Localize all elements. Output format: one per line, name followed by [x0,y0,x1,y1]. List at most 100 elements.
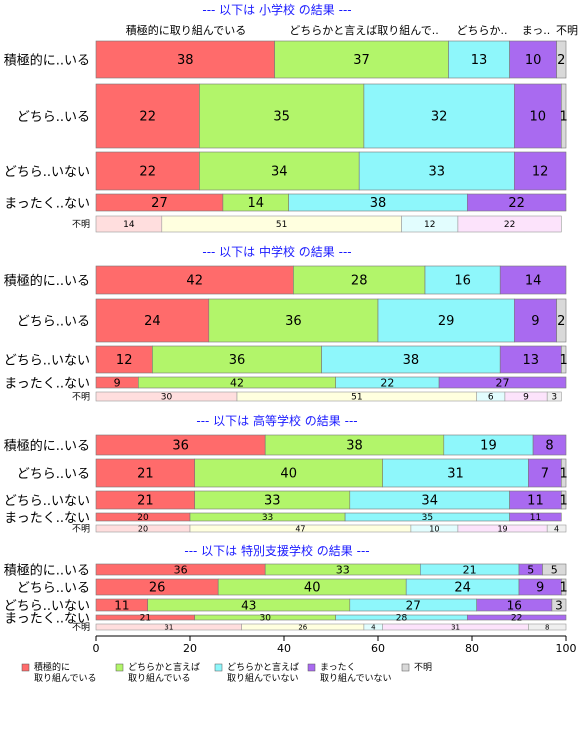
data-label: 32 [431,110,448,125]
data-label: 19 [480,439,497,454]
data-label: 2 [557,314,565,329]
bar-segment [466,193,567,212]
data-label: 22 [139,110,156,125]
bar-segment [448,40,510,79]
bar-segment [363,83,515,149]
row-label: 不明 [72,219,90,230]
row-label: 積極的に..いる [4,53,90,69]
data-label: 2 [557,53,565,68]
bar-segment [528,623,567,631]
data-label: 27 [151,196,168,211]
data-label: 12 [424,220,435,230]
bar-segment [466,614,567,621]
row-label: 積極的に..いる [4,438,90,454]
x-tick-label: 0 [93,642,100,655]
bar-segment [274,40,449,79]
data-label: 11 [530,513,541,523]
data-label: 27 [406,598,421,612]
x-tick-label: 20 [183,642,197,655]
column-header: どちらか.. [457,24,508,37]
bar-segment [377,298,515,343]
row-label: まったく..ない [4,612,90,627]
data-label: 11 [527,494,544,509]
data-label: 5 [527,563,534,576]
bar-segment [95,83,200,149]
row-label: 積極的に..いる [4,563,90,579]
data-label: 38 [370,196,387,211]
row-label: どちら..いる [17,315,90,330]
data-label: 51 [351,393,362,403]
legend-swatch [401,663,410,672]
data-label: 12 [116,353,133,368]
data-label: 35 [422,513,433,523]
data-label: 51 [276,220,287,230]
data-label: 13 [471,53,488,68]
x-tick-label: 100 [556,642,577,655]
bar-segment [358,151,515,191]
data-label: 28 [351,274,368,289]
data-label: 14 [525,274,542,289]
data-label: 38 [346,439,363,454]
legend-label: 取り組んでいる [128,672,191,684]
data-label: 33 [262,513,273,523]
row-label: どちら..いる [17,110,90,125]
row-label: まったく..ない [4,511,90,526]
data-label: 13 [522,353,539,368]
data-label: 10 [429,524,439,533]
row-label: どちら..いない [4,494,90,509]
data-label: 22 [139,165,156,180]
row-label: 不明 [72,524,90,535]
bar-segment [560,83,567,149]
data-label: 36 [229,353,246,368]
column-header: どちらかと言えば取り組んで.. [289,24,438,37]
bar-segment [560,345,567,374]
legend-label: 不明 [414,662,432,673]
row-label: 積極的に..いる [4,273,90,289]
legend-label: 積極的に [34,661,70,673]
data-label: 34 [271,165,288,180]
bar-segment [560,490,567,510]
data-label: 21 [137,494,154,509]
legend-swatch [115,663,124,672]
data-label: 21 [463,563,477,576]
bar-segment [457,215,562,233]
row-label: どちら..いる [17,467,90,482]
legend-label: 取り組んでいない [227,672,299,684]
bar-segment [532,434,567,456]
bar-segment [513,298,557,343]
row-label: どちら..いない [4,354,90,369]
row-label: どちら..いない [4,599,90,614]
data-label: 8 [545,624,549,632]
data-label: 24 [454,581,471,596]
data-label: 31 [451,624,460,632]
data-label: 21 [140,614,151,624]
bar-segment [546,524,567,533]
panel-title: --- 以下は 中学校 の結果 --- [202,244,351,259]
data-label: 21 [137,467,154,482]
data-label: 22 [511,614,522,624]
data-label: 38 [177,53,194,68]
data-label: 33 [264,494,281,509]
data-label: 9 [523,393,529,403]
data-label: 8 [545,439,553,454]
data-label: 20 [138,524,148,533]
data-label: 14 [248,196,265,211]
legend-label: どちらかと言えば [128,661,200,673]
data-label: 9 [531,314,539,329]
data-label: 4 [371,624,376,632]
data-label: 4 [554,524,559,533]
panel-title: --- 以下は 高等学校 の結果 --- [196,413,357,428]
row-label: 不明 [72,622,90,633]
data-label: 38 [403,353,420,368]
data-label: 27 [496,376,510,389]
x-tick-label: 40 [277,642,291,655]
bar-segment [542,563,567,576]
data-label: 26 [149,581,166,596]
data-label: 22 [380,376,394,389]
data-label: 20 [137,513,149,523]
bar-segment [499,265,567,295]
column-header: まっ.. [522,24,551,37]
legend-swatch [214,663,223,672]
bar-segment [95,265,294,295]
bar-segment [546,391,562,402]
